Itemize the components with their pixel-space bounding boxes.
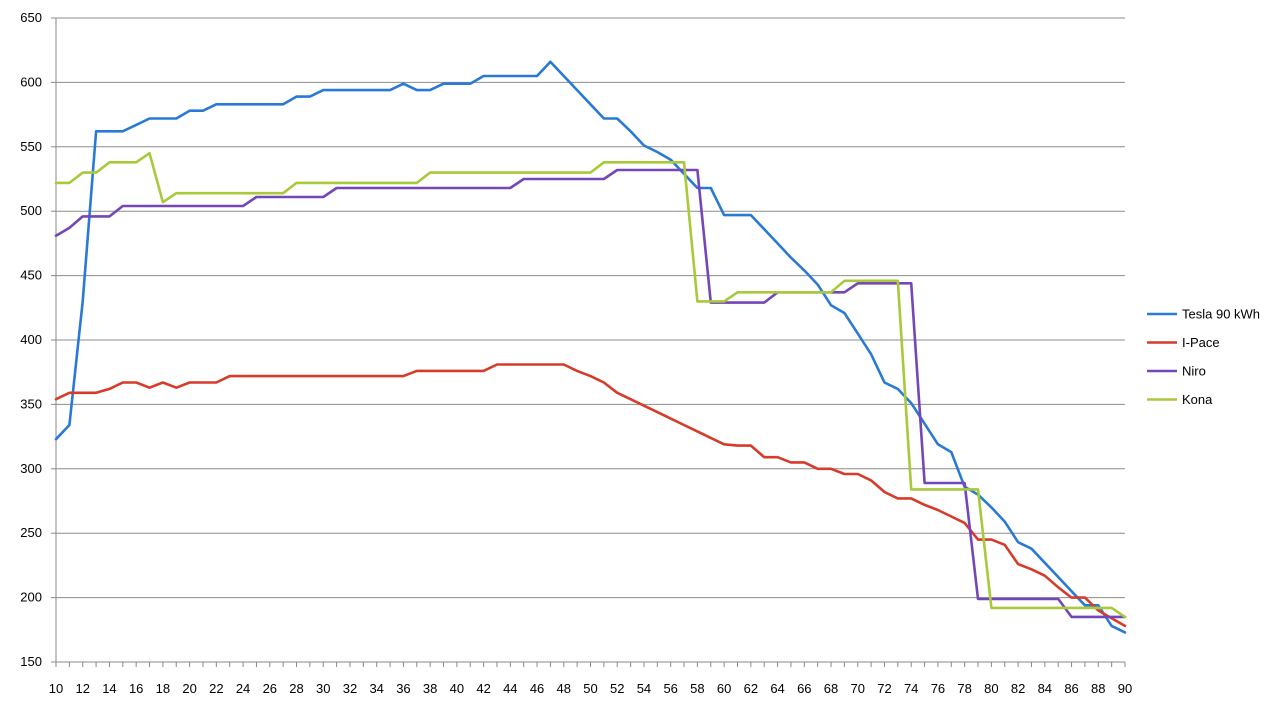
- legend-label: Niro: [1182, 364, 1206, 379]
- legend: Tesla 90 kWh I-Pace Niro Kona: [1147, 307, 1260, 407]
- x-tick-label: 48: [557, 681, 571, 696]
- y-tick-label: 400: [20, 332, 42, 347]
- x-tick-label: 38: [423, 681, 437, 696]
- y-tick-label: 250: [20, 525, 42, 540]
- y-tick-label: 450: [20, 268, 42, 283]
- x-tick-label: 60: [717, 681, 731, 696]
- y-tick-label: 350: [20, 396, 42, 411]
- series-lines: [54, 60, 1127, 634]
- x-tick-label: 90: [1118, 681, 1132, 696]
- x-tick-label: 46: [530, 681, 544, 696]
- series-line-tesla-90-kwh: [54, 60, 1127, 634]
- x-tick-label: 54: [637, 681, 651, 696]
- x-tick-label: 42: [476, 681, 490, 696]
- x-tick-label: 84: [1038, 681, 1052, 696]
- x-tick-label: 34: [369, 681, 383, 696]
- x-tick-label: 14: [102, 681, 116, 696]
- x-tick-label: 10: [49, 681, 63, 696]
- tick-labels: 150 200 250 300 350 400 450 500 550 600 650 10 12 14 1…: [20, 10, 1132, 696]
- x-tick-label: 68: [824, 681, 838, 696]
- x-tick-label: 16: [129, 681, 143, 696]
- x-tick-label: 44: [503, 681, 517, 696]
- series-line-niro: [54, 168, 1127, 619]
- x-tick-label: 18: [156, 681, 170, 696]
- legend-label: I-Pace: [1182, 335, 1220, 350]
- x-tick-label: 80: [984, 681, 998, 696]
- x-tick-label: 52: [610, 681, 624, 696]
- x-tick-label: 30: [316, 681, 330, 696]
- x-tick-label: 20: [182, 681, 196, 696]
- x-tick-label: 28: [289, 681, 303, 696]
- x-tick-label: 58: [690, 681, 704, 696]
- y-tick-label: 550: [20, 139, 42, 154]
- x-tick-label: 66: [797, 681, 811, 696]
- x-tick-label: 50: [583, 681, 597, 696]
- series-line-kona: [54, 151, 1127, 619]
- x-tick-label: 74: [904, 681, 918, 696]
- x-tick-label: 86: [1064, 681, 1078, 696]
- x-tick-label: 22: [209, 681, 223, 696]
- x-tick-label: 40: [450, 681, 464, 696]
- gridlines: [56, 17, 1125, 599]
- x-tick-label: 62: [744, 681, 758, 696]
- x-tick-label: 36: [396, 681, 410, 696]
- x-tick-label: 70: [851, 681, 865, 696]
- y-tick-label: 600: [20, 74, 42, 89]
- x-tick-label: 82: [1011, 681, 1025, 696]
- x-tick-label: 88: [1091, 681, 1105, 696]
- x-tick-label: 78: [957, 681, 971, 696]
- x-tick-label: 26: [263, 681, 277, 696]
- x-tick-label: 76: [931, 681, 945, 696]
- x-tick-label: 32: [343, 681, 357, 696]
- x-tick-label: 24: [236, 681, 250, 696]
- x-tick-label: 56: [663, 681, 677, 696]
- y-tick-label: 200: [20, 590, 42, 605]
- x-tick-label: 64: [770, 681, 784, 696]
- x-tick-label: 12: [75, 681, 89, 696]
- series-line-i-pace: [54, 363, 1127, 628]
- y-tick-label: 650: [20, 10, 42, 25]
- x-tick-label: 72: [877, 681, 891, 696]
- legend-label: Kona: [1182, 392, 1213, 407]
- legend-label: Tesla 90 kWh: [1182, 307, 1260, 322]
- y-tick-label: 300: [20, 461, 42, 476]
- y-tick-label: 150: [20, 654, 42, 669]
- y-tick-label: 500: [20, 203, 42, 218]
